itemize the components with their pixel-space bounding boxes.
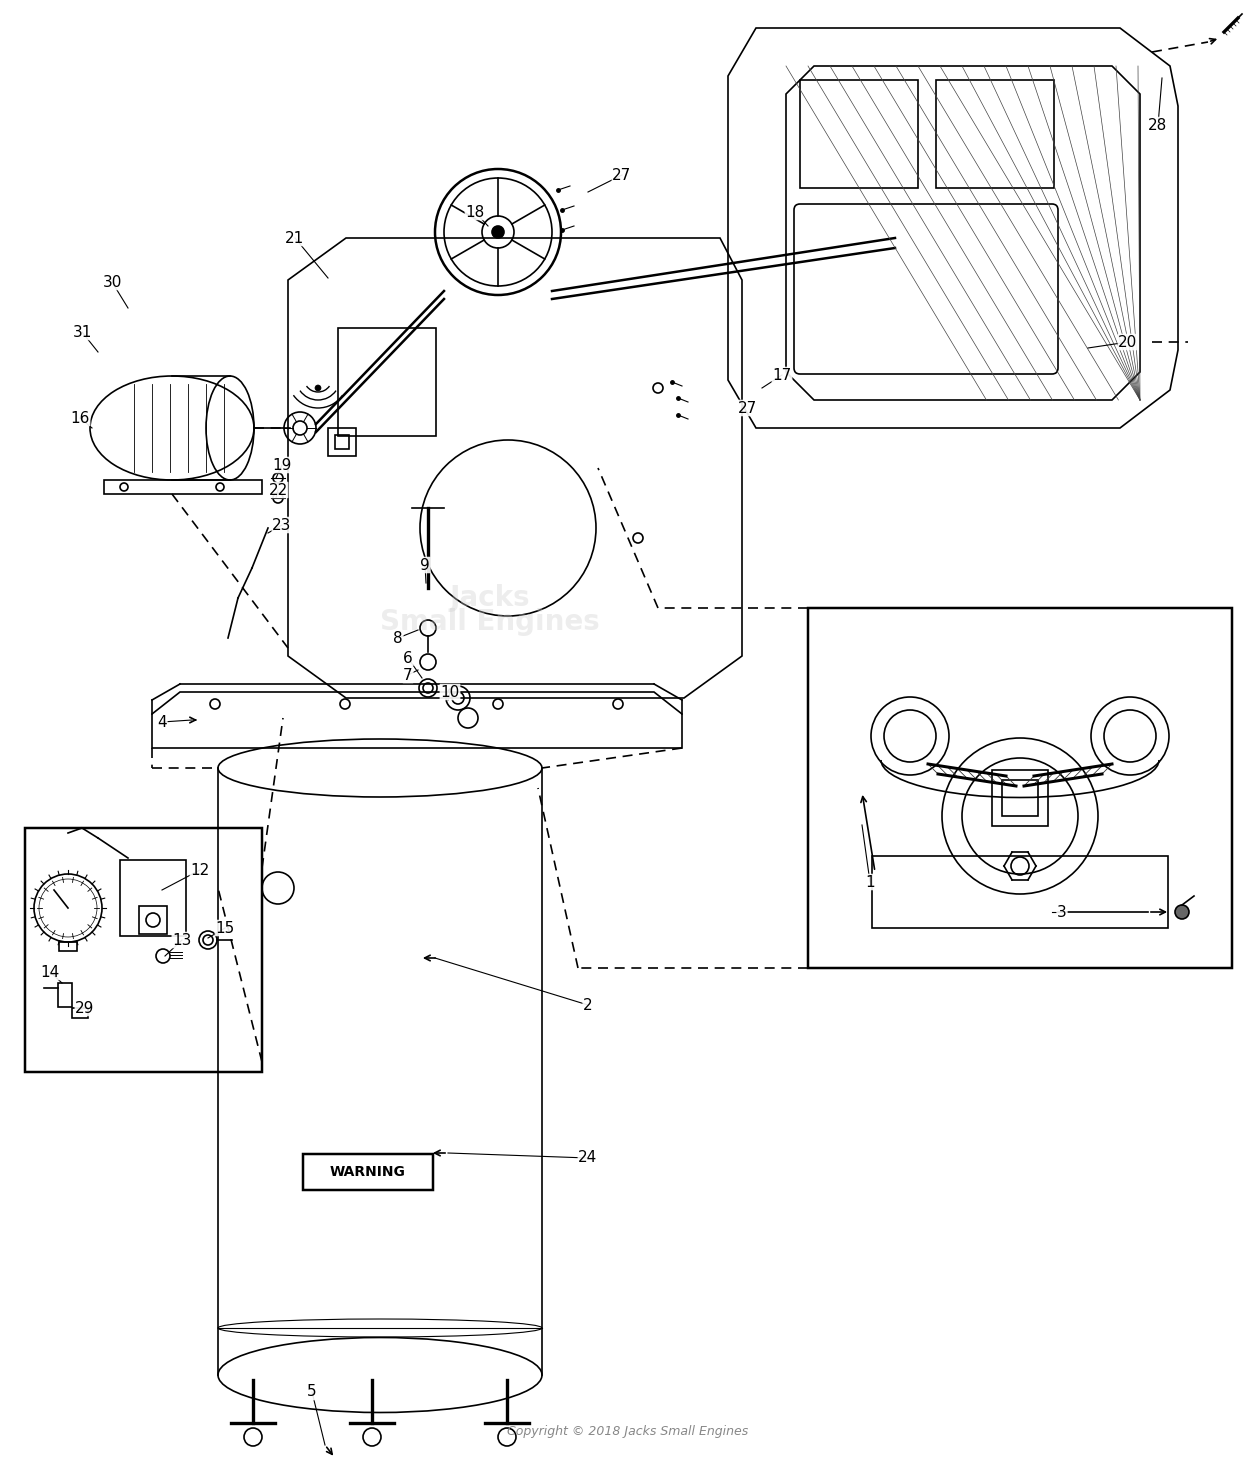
- Text: 28: 28: [1148, 118, 1167, 133]
- Text: 19: 19: [272, 458, 291, 472]
- Text: 12: 12: [191, 862, 210, 878]
- Bar: [139, 906, 167, 934]
- Text: Jacks: Jacks: [449, 584, 531, 613]
- Text: 8: 8: [393, 630, 403, 645]
- Text: 1: 1: [865, 874, 875, 890]
- Bar: [25, 828, 262, 1072]
- Text: 4: 4: [157, 714, 167, 729]
- Text: 9: 9: [420, 558, 430, 573]
- Text: 17: 17: [772, 368, 792, 382]
- Text: 24: 24: [579, 1150, 597, 1166]
- Text: 21: 21: [285, 230, 305, 245]
- Text: 6: 6: [403, 651, 413, 666]
- Bar: [104, 480, 262, 494]
- Text: 23: 23: [272, 518, 291, 533]
- Text: 20: 20: [1118, 335, 1137, 350]
- Text: 7: 7: [403, 667, 413, 682]
- Bar: [335, 435, 349, 449]
- Text: 16: 16: [70, 410, 89, 425]
- Text: Small Engines: Small Engines: [380, 608, 600, 636]
- Text: 2: 2: [584, 998, 592, 1013]
- Text: 14: 14: [40, 964, 60, 980]
- Bar: [59, 942, 77, 951]
- Text: 10: 10: [441, 685, 459, 700]
- Text: 15: 15: [216, 921, 235, 936]
- Bar: [120, 861, 186, 936]
- Text: 18: 18: [466, 205, 484, 220]
- Bar: [72, 1008, 88, 1018]
- Text: 13: 13: [172, 933, 192, 948]
- Circle shape: [1175, 905, 1188, 920]
- Bar: [58, 983, 72, 1007]
- Bar: [328, 428, 356, 456]
- Text: 27: 27: [612, 167, 631, 183]
- Text: 30: 30: [103, 275, 122, 289]
- Bar: [936, 80, 1054, 187]
- Bar: [302, 1154, 433, 1190]
- Bar: [338, 328, 435, 435]
- Circle shape: [315, 385, 321, 391]
- Text: 27: 27: [738, 400, 758, 416]
- Text: WARNING: WARNING: [330, 1165, 405, 1179]
- Text: 31: 31: [73, 325, 92, 339]
- Bar: [799, 80, 917, 187]
- Bar: [808, 608, 1232, 968]
- Text: 3: 3: [1057, 905, 1067, 920]
- Text: 22: 22: [269, 483, 287, 497]
- Circle shape: [492, 226, 505, 238]
- Bar: [1001, 779, 1038, 816]
- Bar: [991, 770, 1048, 827]
- Text: 29: 29: [75, 1001, 94, 1015]
- Bar: [872, 856, 1168, 928]
- Text: Copyright © 2018 Jacks Small Engines: Copyright © 2018 Jacks Small Engines: [507, 1426, 749, 1439]
- Text: 5: 5: [307, 1384, 316, 1399]
